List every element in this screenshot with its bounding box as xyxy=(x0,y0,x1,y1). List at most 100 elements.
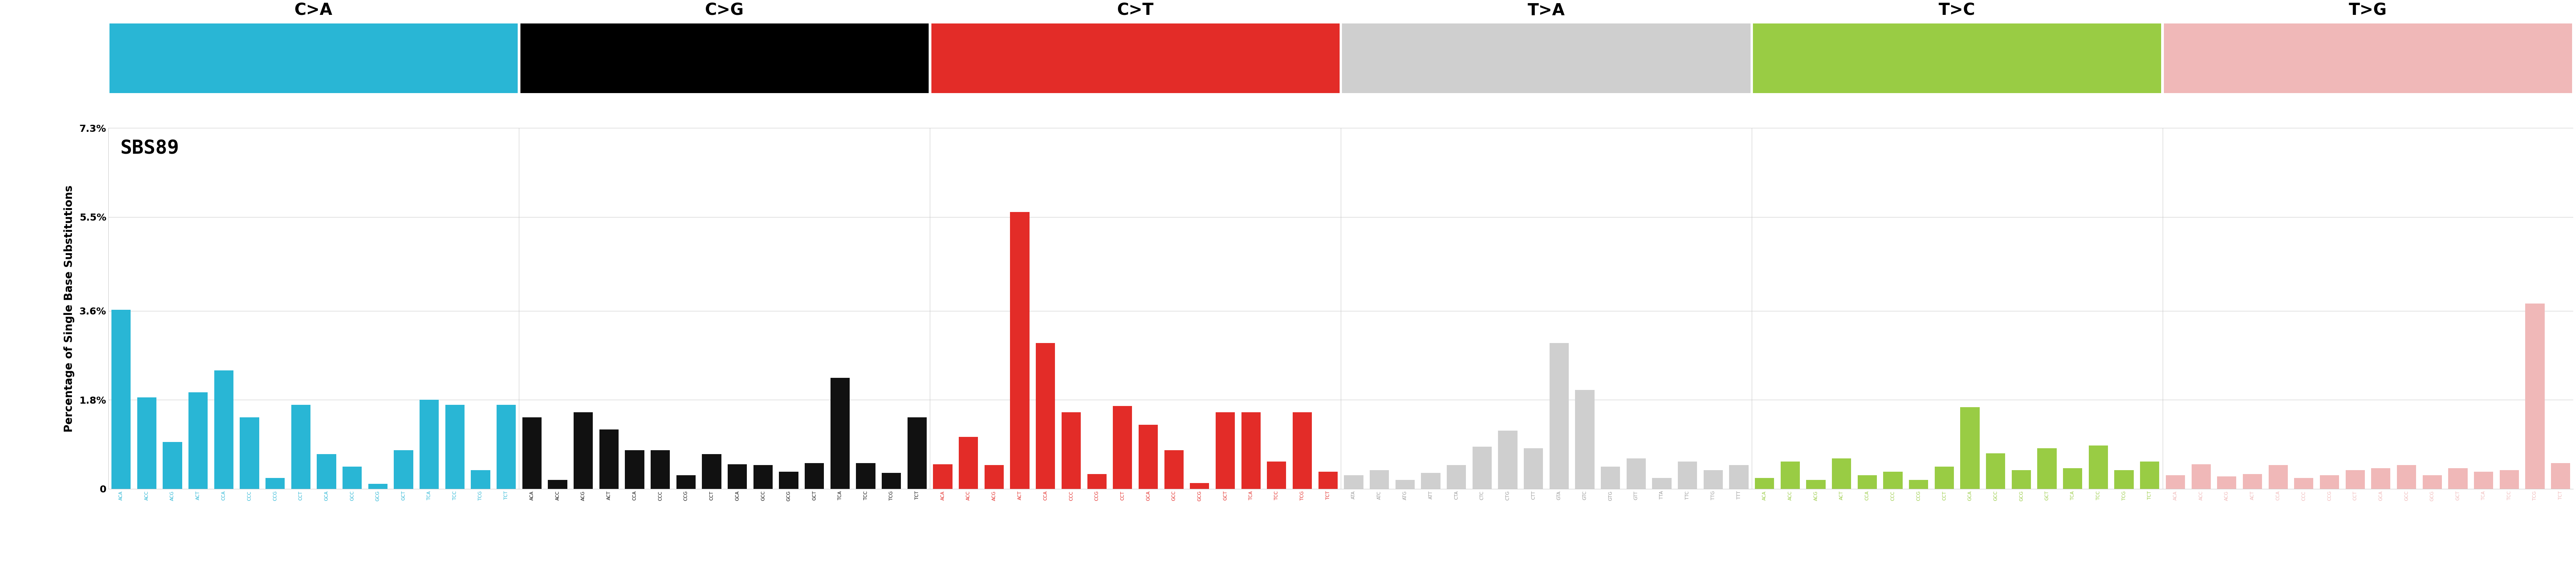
Bar xyxy=(1754,478,1775,489)
Bar xyxy=(1087,474,1108,489)
Bar xyxy=(240,417,260,489)
Bar xyxy=(1036,343,1056,489)
Bar xyxy=(394,450,412,489)
Text: T>G: T>G xyxy=(2349,2,2388,19)
Bar xyxy=(1625,458,1646,489)
Bar xyxy=(1728,465,1749,489)
Bar xyxy=(1216,412,1234,489)
Bar xyxy=(2421,475,2442,489)
Bar xyxy=(2473,471,2494,489)
Bar xyxy=(1832,458,1852,489)
Bar xyxy=(652,450,670,489)
Bar xyxy=(1651,478,1672,489)
Bar xyxy=(1935,467,1955,489)
Bar xyxy=(1909,480,1929,489)
Bar xyxy=(626,450,644,489)
Bar xyxy=(855,463,876,489)
Bar xyxy=(108,23,518,93)
Bar xyxy=(2269,465,2287,489)
Bar xyxy=(1960,407,1978,489)
Bar xyxy=(2396,465,2416,489)
Bar xyxy=(2447,468,2468,489)
Bar xyxy=(1164,450,1182,489)
Bar xyxy=(1499,431,1517,489)
Bar xyxy=(1752,23,2161,93)
Bar xyxy=(214,370,234,489)
Bar xyxy=(1139,425,1157,489)
Bar xyxy=(1190,483,1208,489)
Bar xyxy=(930,23,1340,93)
Text: C>A: C>A xyxy=(294,2,332,19)
Bar xyxy=(523,417,541,489)
Bar xyxy=(1986,453,2004,489)
Bar xyxy=(2063,468,2081,489)
Bar xyxy=(2012,470,2030,489)
Bar xyxy=(343,467,361,489)
Bar xyxy=(1242,412,1260,489)
Bar xyxy=(2524,304,2545,489)
Bar xyxy=(1342,23,1752,93)
Bar xyxy=(2164,23,2573,93)
Bar xyxy=(804,463,824,489)
Bar xyxy=(933,464,953,489)
Bar xyxy=(162,442,183,489)
Bar xyxy=(778,471,799,489)
Bar xyxy=(600,430,618,489)
Bar xyxy=(752,465,773,489)
Text: SBS89: SBS89 xyxy=(121,139,180,158)
Bar xyxy=(2244,474,2262,489)
Bar xyxy=(520,23,930,93)
Bar xyxy=(1061,412,1082,489)
Bar xyxy=(265,478,286,489)
Bar xyxy=(2115,470,2133,489)
Bar xyxy=(111,310,131,489)
Bar xyxy=(703,455,721,489)
Bar xyxy=(1703,470,1723,489)
Bar xyxy=(1396,480,1414,489)
Bar xyxy=(2295,478,2313,489)
Bar xyxy=(317,455,335,489)
Bar xyxy=(137,398,157,489)
Bar xyxy=(1293,412,1311,489)
Bar xyxy=(1370,470,1388,489)
Bar xyxy=(368,484,386,489)
Bar xyxy=(2499,470,2519,489)
Bar xyxy=(1448,465,1466,489)
Bar xyxy=(1883,471,1904,489)
Bar xyxy=(1319,471,1337,489)
Bar xyxy=(1806,480,1826,489)
Bar xyxy=(549,480,567,489)
Bar xyxy=(2321,475,2339,489)
Bar xyxy=(1857,475,1878,489)
Y-axis label: Percentage of Single Base Substitutions: Percentage of Single Base Substitutions xyxy=(64,185,75,432)
Bar xyxy=(1780,462,1801,489)
Bar xyxy=(1473,447,1492,489)
Bar xyxy=(2347,470,2365,489)
Bar xyxy=(420,400,438,489)
Bar xyxy=(1422,473,1440,489)
Bar xyxy=(2166,475,2184,489)
Bar xyxy=(726,464,747,489)
Bar xyxy=(574,412,592,489)
Bar xyxy=(2089,445,2107,489)
Bar xyxy=(677,475,696,489)
Bar xyxy=(446,405,464,489)
Bar xyxy=(1574,390,1595,489)
Bar xyxy=(1525,448,1543,489)
Bar xyxy=(829,378,850,489)
Bar xyxy=(1600,467,1620,489)
Bar xyxy=(881,473,902,489)
Bar xyxy=(1677,462,1698,489)
Bar xyxy=(2370,468,2391,489)
Bar xyxy=(1113,406,1133,489)
Bar xyxy=(188,392,209,489)
Bar xyxy=(2141,462,2159,489)
Text: C>G: C>G xyxy=(706,2,744,19)
Bar xyxy=(2218,477,2236,489)
Bar xyxy=(1548,343,1569,489)
Bar xyxy=(2038,448,2056,489)
Bar xyxy=(1345,475,1363,489)
Bar xyxy=(2550,463,2571,489)
Bar xyxy=(984,465,1005,489)
Bar xyxy=(1267,462,1285,489)
